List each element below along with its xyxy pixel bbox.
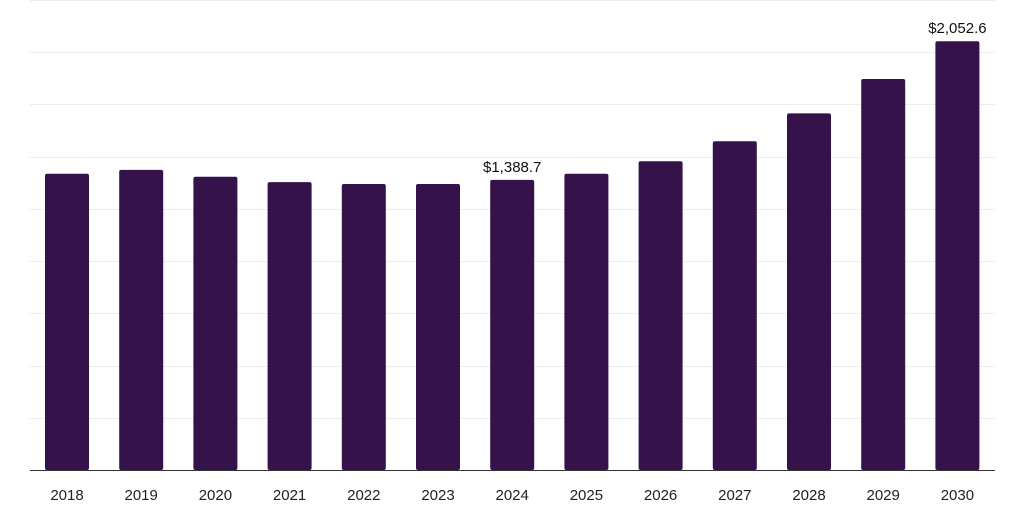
x-tick-label-2020: 2020 [199, 487, 232, 504]
bars [45, 41, 980, 471]
x-tick-label-2018: 2018 [50, 487, 83, 504]
bar-2023 [416, 184, 460, 470]
bar-2022 [341, 184, 386, 470]
x-tick-label-2023: 2023 [421, 487, 454, 504]
bar-2030 [935, 41, 980, 470]
x-tick-label-2025: 2025 [570, 487, 603, 504]
bar-2018 [45, 173, 89, 470]
x-tick-label-2024: 2024 [496, 487, 529, 504]
bar-2026 [638, 161, 683, 471]
bar-2029 [861, 78, 906, 471]
bar-2025 [564, 173, 609, 470]
x-tick-label-2022: 2022 [347, 487, 380, 504]
bar-2019 [119, 169, 164, 470]
x-tick-label-2027: 2027 [718, 487, 751, 504]
data-label-2030: $2,052.6 [928, 20, 986, 37]
x-tick-label-2026: 2026 [644, 487, 677, 504]
data-labels: $1,388.7 $2,052.6 [483, 20, 987, 176]
bar-2020 [193, 176, 238, 470]
bar-2021 [267, 182, 312, 470]
x-tick-label-2028: 2028 [792, 487, 825, 504]
data-label-2024: $1,388.7 [483, 159, 541, 176]
bar-2024 [490, 179, 535, 470]
x-tick-label-2021: 2021 [273, 487, 306, 504]
x-tick-label-2029: 2029 [867, 487, 900, 504]
bar-2028 [787, 113, 831, 470]
x-tick-label-2019: 2019 [125, 487, 158, 504]
x-tick-label-2030: 2030 [941, 487, 974, 504]
x-axis-ticks: 2018 2019 2020 2021 2022 2023 2024 2025 2026 2027… [50, 487, 974, 504]
bar-2027 [712, 141, 757, 470]
